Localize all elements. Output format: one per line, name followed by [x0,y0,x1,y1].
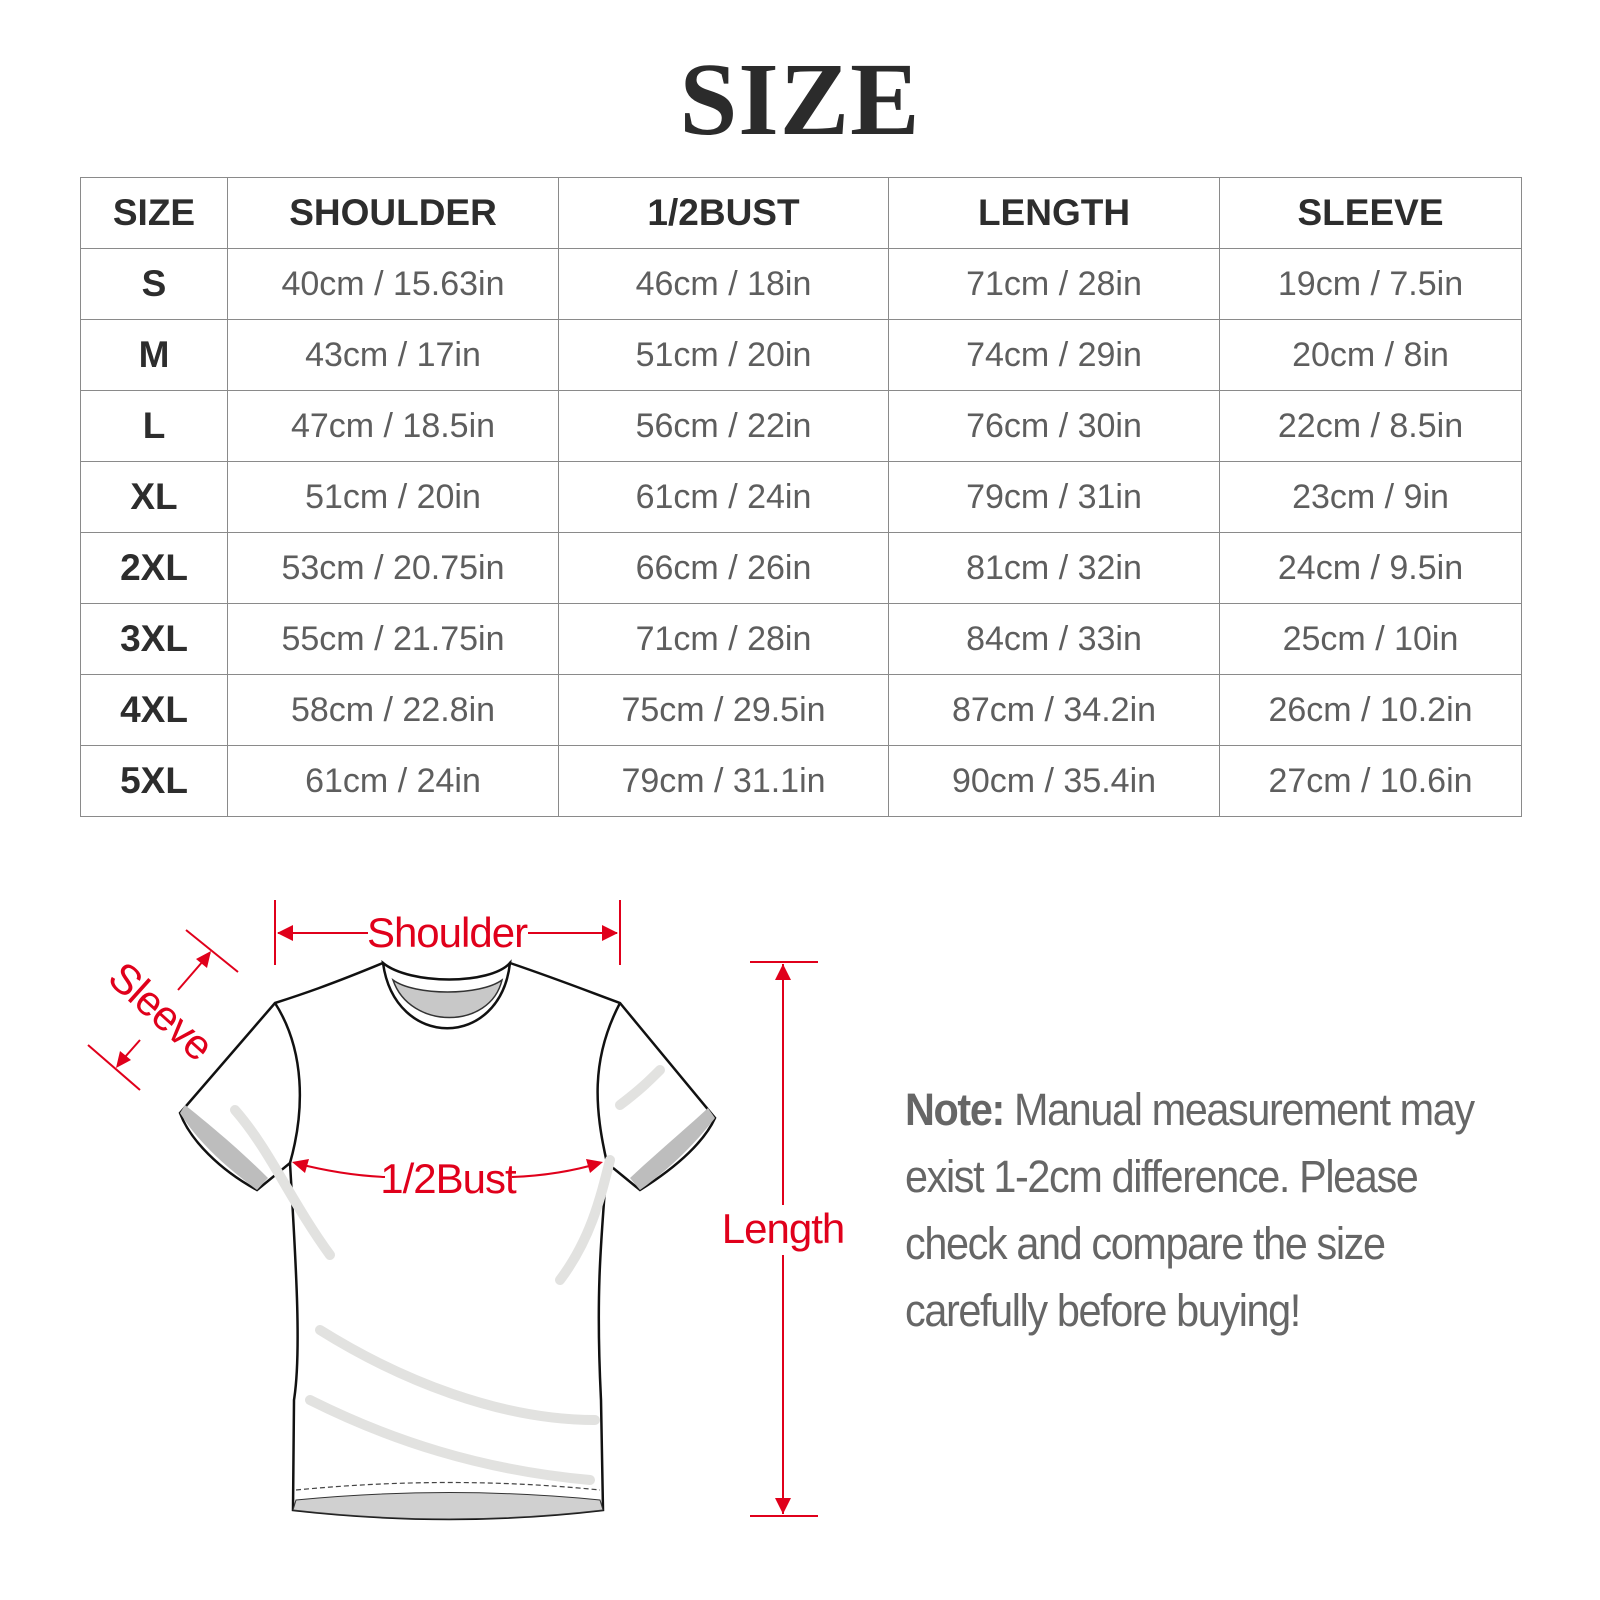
measurement-cell: 56cm / 22in [558,390,889,462]
size-cell: 3XL [80,603,228,675]
measurement-cell: 26cm / 10.2in [1219,674,1522,746]
shoulder-measure [274,900,621,965]
measurement-cell: 46cm / 18in [558,248,889,320]
size-cell: M [80,319,228,391]
table-row: L 47cm / 18.5in 56cm / 22in 76cm / 30in 22cm… [80,390,1522,462]
bust-label: 1/2Bust [380,1155,517,1202]
measurement-cell: 40cm / 15.63in [227,248,559,320]
size-cell: L [80,390,228,462]
size-cell: XL [80,461,228,533]
measurement-cell: 90cm / 35.4in [888,745,1220,817]
column-header: SIZE [80,177,228,249]
measurement-cell: 25cm / 10in [1219,603,1522,675]
table-row: M 43cm / 17in 51cm / 20in 74cm / 29in 20cm /… [80,319,1522,391]
column-header: SLEEVE [1219,177,1522,249]
measurement-cell: 55cm / 21.75in [227,603,559,675]
measurement-cell: 81cm / 32in [888,532,1220,604]
measurement-cell: 20cm / 8in [1219,319,1522,391]
length-label: Length [722,1205,844,1252]
measurement-cell: 51cm / 20in [558,319,889,391]
shoulder-label: Shoulder [367,909,528,956]
measurement-cell: 61cm / 24in [227,745,559,817]
note-body: Manual measurement may exist 1-2cm diffe… [905,1084,1475,1336]
measurement-cell: 76cm / 30in [888,390,1220,462]
measurement-cell: 43cm / 17in [227,319,559,391]
measurement-cell: 51cm / 20in [227,461,559,533]
table-row: S 40cm / 15.63in 46cm / 18in 71cm / 28in 19c… [80,248,1522,320]
note-label: Note: [905,1084,1005,1135]
measurement-cell: 23cm / 9in [1219,461,1522,533]
measurement-cell: 75cm / 29.5in [558,674,889,746]
bust-measure [292,1159,603,1178]
size-cell: 4XL [80,674,228,746]
measurement-cell: 19cm / 7.5in [1219,248,1522,320]
column-header: LENGTH [888,177,1220,249]
measurement-cell: 79cm / 31.1in [558,745,889,817]
measurement-cell: 61cm / 24in [558,461,889,533]
measurement-cell: 74cm / 29in [888,319,1220,391]
table-row: 3XL 55cm / 21.75in 71cm / 28in 84cm / 33in 2… [80,603,1522,675]
measurement-cell: 27cm / 10.6in [1219,745,1522,817]
size-table: SIZE SHOULDER 1/2BUST LENGTH SLEEVE S 40cm / … [80,177,1522,817]
note-text: Note: Manual measurement may exist 1-2cm… [905,1076,1494,1344]
measurement-cell: 53cm / 20.75in [227,532,559,604]
measurement-cell: 22cm / 8.5in [1219,390,1522,462]
measurement-cell: 24cm / 9.5in [1219,532,1522,604]
measurement-cell: 71cm / 28in [558,603,889,675]
table-row: 2XL 53cm / 20.75in 66cm / 26in 81cm / 32in 2… [80,532,1522,604]
tshirt-illustration [178,959,717,1521]
length-measure [750,961,818,1517]
page-title: SIZE [679,42,921,157]
measurement-cell: 84cm / 33in [888,603,1220,675]
sleeve-label: Sleeve [100,952,222,1069]
table-row: XL 51cm / 20in 61cm / 24in 79cm / 31in 23cm … [80,461,1522,533]
table-header-row: SIZE SHOULDER 1/2BUST LENGTH SLEEVE [80,177,1522,249]
column-header: 1/2BUST [558,177,889,249]
measurement-cell: 58cm / 22.8in [227,674,559,746]
measurement-cell: 71cm / 28in [888,248,1220,320]
table-row: 5XL 61cm / 24in 79cm / 31.1in 90cm / 35.4in… [80,745,1522,817]
size-cell: S [80,248,228,320]
measurement-cell: 66cm / 26in [558,532,889,604]
table-row: 4XL 58cm / 22.8in 75cm / 29.5in 87cm / 34.2… [80,674,1522,746]
size-cell: 5XL [80,745,228,817]
sleeve-measure [87,929,239,1091]
